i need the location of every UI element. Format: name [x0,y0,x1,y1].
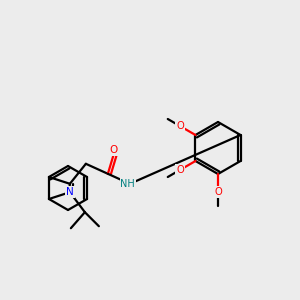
Text: O: O [176,121,184,131]
Text: O: O [176,165,184,175]
Text: N: N [66,187,74,197]
Text: O: O [214,187,222,197]
Text: O: O [110,145,118,155]
Text: NH: NH [121,179,135,189]
